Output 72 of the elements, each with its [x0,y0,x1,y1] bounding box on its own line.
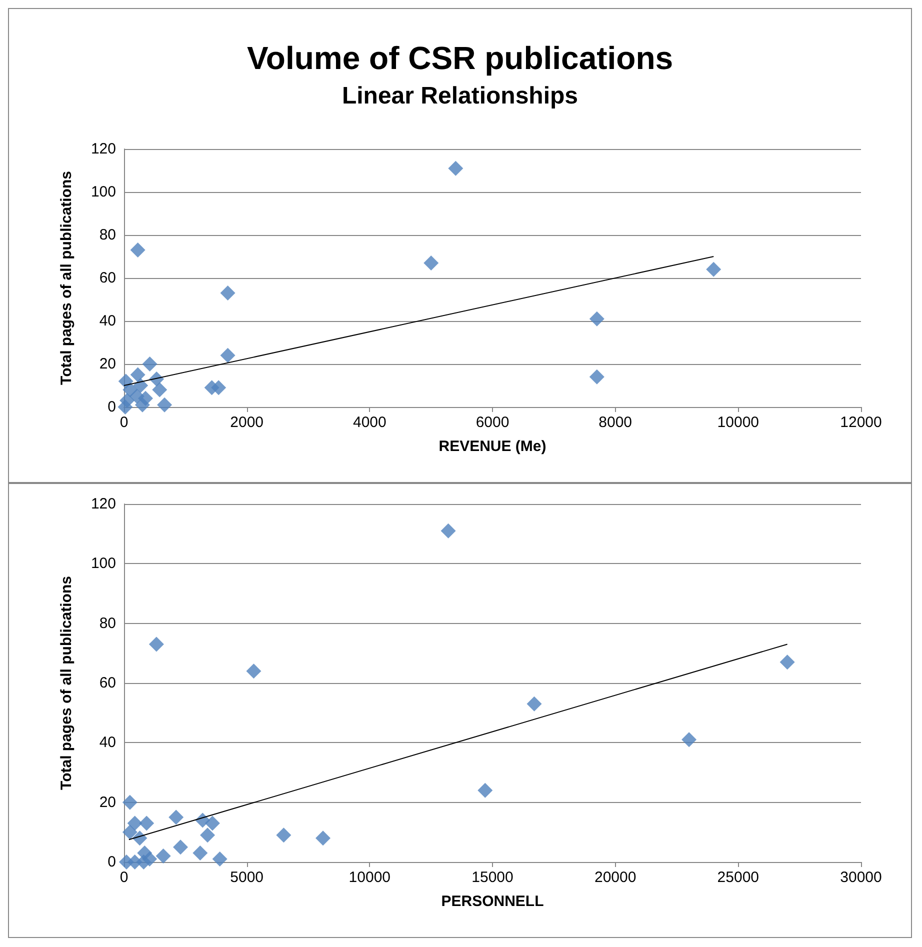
x-tick-label: 0 [120,869,128,886]
point [315,830,330,846]
x-tick-label: 20000 [594,869,636,886]
point [168,810,184,825]
point [780,654,795,670]
y-tick-label: 120 [90,140,116,158]
x-tick-label: 12000 [840,414,882,431]
point [706,262,722,277]
point [204,816,220,831]
point [173,840,188,855]
point [122,382,138,398]
y-axis-title: Total pages of all publications [58,171,75,385]
point [220,348,236,363]
y-tick-label: 60 [99,270,116,286]
point [448,160,464,176]
y-tick-label: 0 [108,398,116,416]
chart-subtitle: Linear Relationships [342,82,578,110]
x-tick-label: 6000 [476,414,510,431]
point [212,852,228,867]
y-axis-title: Total pages of all publications [58,576,75,790]
x-tick-label: 8000 [598,414,632,431]
point [200,828,216,843]
point [138,390,153,406]
point [276,828,292,843]
x-tick-label: 0 [120,414,128,431]
x-tick-label: 4000 [352,414,386,431]
y-tick-label: 100 [90,184,116,200]
point [130,242,146,258]
point [122,794,138,810]
y-tick-label: 20 [99,794,116,811]
y-tick-label: 40 [99,734,116,752]
y-tick-label: 80 [99,614,116,632]
x-tick-label: 5000 [230,869,264,886]
y-tick-label: 80 [99,226,116,244]
y-tick-label: 100 [90,555,116,572]
point [424,255,439,270]
x-tick-label: 30000 [840,869,882,886]
point [526,696,542,712]
point [246,664,262,679]
point [133,378,148,393]
point [118,400,133,414]
point [682,732,697,748]
chart-title: Volume of CSR publications [246,40,674,76]
point [122,824,138,840]
y-tick-label: 20 [99,356,116,372]
point [142,356,158,372]
point [156,848,171,864]
point [157,397,172,412]
point [478,782,493,798]
x-tick-label: 10000 [717,414,760,431]
point [589,311,604,326]
x-tick-label: 15000 [472,869,514,886]
x-tick-label: 2000 [230,414,264,431]
y-tick-label: 120 [90,496,116,512]
point [142,852,158,867]
point [127,816,142,831]
y-tick-label: 40 [99,312,116,330]
point [211,380,226,396]
x-tick-label: 25000 [717,869,760,886]
point [148,636,164,652]
point [220,286,236,301]
x-tick-label: 10000 [348,869,391,886]
x-axis-title: REVENUE (Me) [438,438,546,455]
point [440,523,456,538]
point [192,846,208,861]
point [152,382,168,398]
point [139,816,154,831]
y-tick-label: 60 [99,674,116,692]
x-axis-title: PERSONNELL [441,893,544,910]
point [589,369,604,384]
y-tick-label: 0 [108,854,116,870]
point [130,367,146,382]
